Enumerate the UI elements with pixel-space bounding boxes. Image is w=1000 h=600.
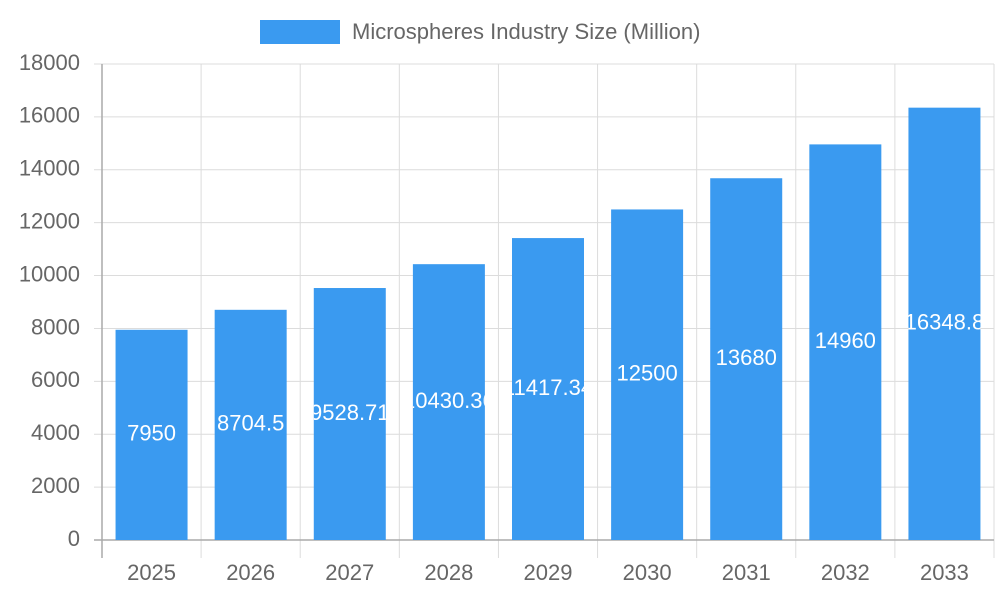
y-tick-label: 2000: [31, 473, 80, 498]
bar: [214, 309, 287, 540]
y-tick-label: 8000: [31, 314, 80, 339]
data-label: 12500: [617, 361, 678, 386]
data-label: 10430.36: [403, 388, 495, 413]
y-tick-label: 18000: [19, 50, 80, 75]
data-label: 9528.71: [310, 400, 390, 425]
y-tick-label: 16000: [19, 103, 80, 128]
y-tick-label: 6000: [31, 367, 80, 392]
x-tick-label: 2031: [722, 560, 771, 585]
bar: [710, 178, 783, 541]
y-tick-label: 12000: [19, 208, 80, 233]
bar: [313, 288, 386, 540]
data-label: 16348.8: [905, 310, 985, 335]
x-tick-label: 2032: [821, 560, 870, 585]
legend-label: Microspheres Industry Size (Million): [352, 19, 700, 44]
bar: [115, 329, 188, 540]
bar: [611, 209, 684, 540]
x-tick-label: 2026: [226, 560, 275, 585]
x-tick-label: 2030: [623, 560, 672, 585]
bar: [809, 144, 882, 540]
bar: [908, 107, 981, 540]
data-label: 8704.5: [217, 411, 284, 436]
x-tick-label: 2033: [920, 560, 969, 585]
x-tick-label: 2025: [127, 560, 176, 585]
x-tick-label: 2028: [424, 560, 473, 585]
bar: [512, 238, 584, 541]
y-tick-label: 10000: [19, 261, 80, 286]
y-tick-label: 0: [68, 526, 80, 551]
data-label: 7950: [127, 421, 176, 446]
data-label: 13680: [716, 345, 777, 370]
x-tick-label: 2029: [524, 560, 573, 585]
x-tick-label: 2027: [325, 560, 374, 585]
bar: [412, 264, 485, 540]
y-tick-label: 14000: [19, 156, 80, 181]
y-tick-label: 4000: [31, 420, 80, 445]
legend-swatch: [260, 20, 340, 44]
data-label: 14960: [815, 328, 876, 353]
data-label: 11417.34: [503, 375, 593, 400]
